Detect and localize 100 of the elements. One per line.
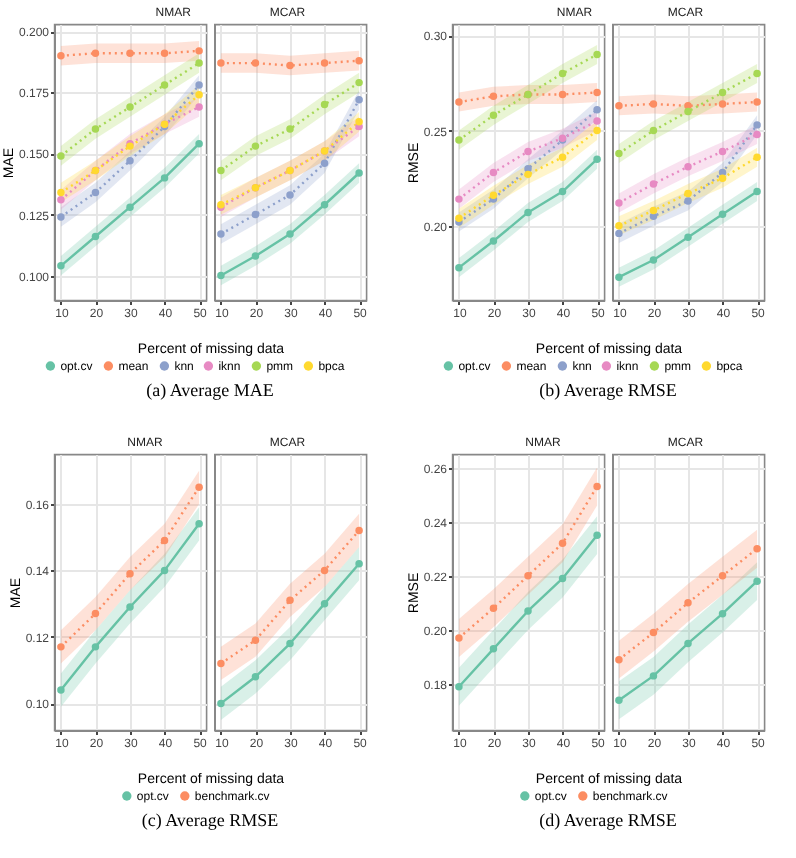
point xyxy=(91,232,100,241)
point xyxy=(455,136,463,144)
point xyxy=(286,639,294,648)
point xyxy=(195,91,203,99)
point xyxy=(355,95,363,104)
point xyxy=(753,544,761,553)
point xyxy=(649,126,658,135)
point xyxy=(126,49,134,58)
point xyxy=(615,229,623,238)
point xyxy=(91,125,100,133)
point xyxy=(718,609,727,618)
point xyxy=(251,210,260,219)
point xyxy=(91,188,100,197)
point xyxy=(286,230,294,238)
point xyxy=(649,256,658,264)
point xyxy=(455,634,463,642)
point xyxy=(57,152,65,160)
point xyxy=(649,628,658,637)
point xyxy=(649,180,658,188)
point xyxy=(615,696,623,704)
point xyxy=(615,149,623,158)
point xyxy=(615,273,623,281)
point xyxy=(593,531,601,539)
point xyxy=(593,155,601,163)
point xyxy=(160,49,169,58)
point xyxy=(718,572,727,580)
point xyxy=(160,566,169,575)
point xyxy=(57,686,65,694)
point xyxy=(320,59,329,67)
point xyxy=(753,187,761,196)
point xyxy=(320,159,329,167)
point xyxy=(684,639,692,648)
point xyxy=(91,49,100,58)
point xyxy=(455,263,463,272)
point xyxy=(355,560,363,568)
point xyxy=(160,536,169,545)
point xyxy=(126,157,134,165)
point xyxy=(355,56,363,65)
point xyxy=(251,59,260,67)
point xyxy=(524,572,532,580)
point xyxy=(524,147,532,156)
point xyxy=(718,210,727,219)
point xyxy=(320,100,329,109)
point xyxy=(286,125,294,133)
point xyxy=(217,59,225,67)
point xyxy=(593,88,601,97)
point xyxy=(455,682,463,691)
point xyxy=(753,121,761,129)
point xyxy=(355,526,363,535)
point xyxy=(684,233,692,241)
point xyxy=(91,609,100,618)
point xyxy=(558,539,567,548)
point xyxy=(91,643,100,651)
point xyxy=(615,102,623,110)
point xyxy=(649,100,658,108)
point xyxy=(217,659,225,668)
text: (a) Average MAE xyxy=(144,380,276,400)
point xyxy=(615,222,623,230)
point xyxy=(57,213,65,221)
point xyxy=(251,142,260,150)
point xyxy=(684,197,692,205)
point xyxy=(126,603,134,611)
point xyxy=(160,174,169,182)
point xyxy=(753,69,761,78)
point xyxy=(355,117,363,126)
point xyxy=(489,168,498,177)
point xyxy=(489,92,498,101)
point xyxy=(320,599,329,608)
point xyxy=(558,574,567,583)
point xyxy=(615,655,623,664)
point xyxy=(593,105,601,114)
text: (b) Average RMSE xyxy=(537,380,679,400)
text: (c) Average RMSE xyxy=(139,810,281,830)
point xyxy=(195,59,203,67)
point xyxy=(558,153,567,161)
point xyxy=(217,271,225,280)
point xyxy=(57,188,65,197)
point xyxy=(489,645,498,653)
point xyxy=(524,164,532,173)
point xyxy=(593,50,601,59)
point xyxy=(195,139,203,148)
point xyxy=(320,201,329,209)
point xyxy=(684,107,692,116)
point xyxy=(126,569,134,578)
point xyxy=(753,153,761,161)
point xyxy=(320,566,329,575)
point xyxy=(684,599,692,607)
text: (d) Average RMSE xyxy=(537,810,679,830)
point xyxy=(718,88,727,97)
point xyxy=(753,130,761,139)
point xyxy=(355,78,363,87)
point xyxy=(489,604,498,612)
point xyxy=(489,111,498,120)
point xyxy=(753,98,761,106)
point xyxy=(684,163,692,171)
point xyxy=(217,699,225,708)
point xyxy=(753,577,761,585)
point xyxy=(57,643,65,651)
point xyxy=(355,169,363,177)
point xyxy=(126,203,134,211)
